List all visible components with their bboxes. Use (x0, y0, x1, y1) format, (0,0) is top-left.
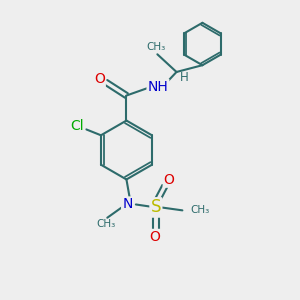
Text: O: O (149, 230, 160, 244)
Text: N: N (122, 197, 133, 212)
Text: CH₃: CH₃ (96, 219, 116, 229)
Text: CH₃: CH₃ (146, 42, 166, 52)
Text: H: H (180, 71, 189, 84)
Text: NH: NH (148, 80, 168, 94)
Text: CH₃: CH₃ (190, 206, 210, 215)
Text: O: O (94, 72, 105, 86)
Text: S: S (151, 198, 161, 216)
Text: Cl: Cl (70, 119, 84, 133)
Text: O: O (164, 173, 175, 187)
